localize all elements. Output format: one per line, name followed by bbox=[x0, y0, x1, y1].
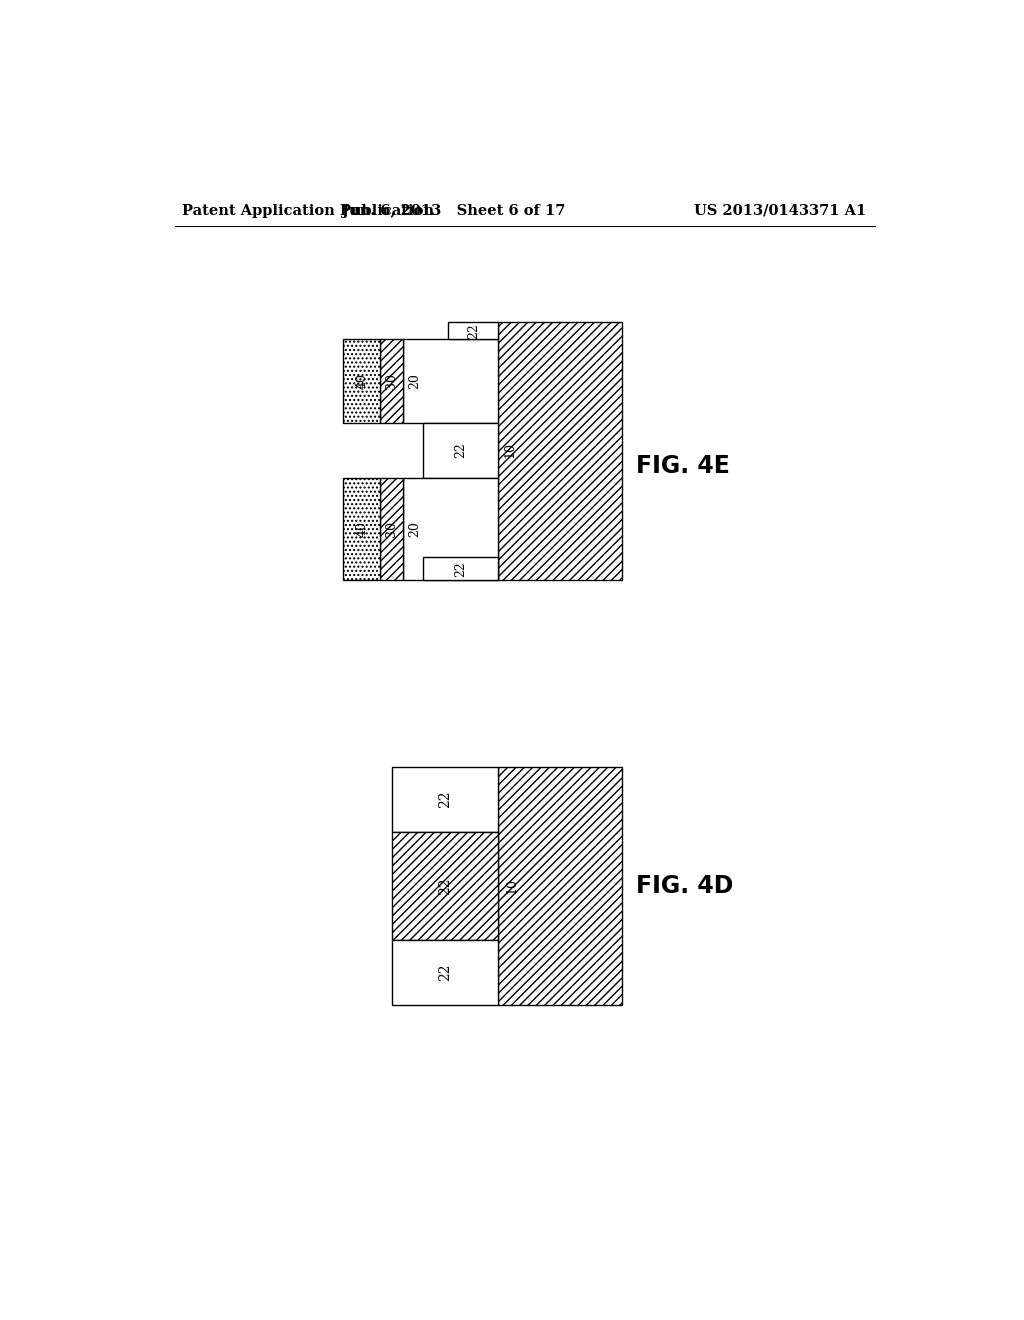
Text: 40: 40 bbox=[355, 521, 369, 537]
Bar bbox=[403, 478, 499, 581]
Text: 10: 10 bbox=[504, 442, 516, 458]
Text: US 2013/0143371 A1: US 2013/0143371 A1 bbox=[693, 203, 866, 218]
Text: 20: 20 bbox=[409, 521, 421, 537]
Bar bbox=[499, 322, 623, 581]
Text: 22: 22 bbox=[454, 442, 467, 458]
Text: 22: 22 bbox=[467, 323, 480, 339]
Text: FIG. 4E: FIG. 4E bbox=[636, 454, 729, 478]
Bar bbox=[380, 339, 403, 422]
Bar bbox=[343, 339, 380, 422]
Bar bbox=[391, 832, 499, 940]
Bar bbox=[391, 767, 499, 832]
Text: 22: 22 bbox=[438, 878, 452, 895]
Text: 22: 22 bbox=[454, 561, 467, 577]
Text: 22: 22 bbox=[438, 964, 452, 982]
Text: 20: 20 bbox=[409, 374, 421, 389]
Text: Jun. 6, 2013   Sheet 6 of 17: Jun. 6, 2013 Sheet 6 of 17 bbox=[342, 203, 565, 218]
Bar bbox=[380, 478, 403, 581]
Text: 10: 10 bbox=[506, 878, 519, 894]
Bar bbox=[423, 422, 499, 478]
Bar bbox=[449, 322, 499, 339]
Text: 30: 30 bbox=[385, 374, 398, 389]
Bar bbox=[391, 940, 499, 1006]
Bar bbox=[343, 478, 380, 581]
Text: Patent Application Publication: Patent Application Publication bbox=[182, 203, 434, 218]
Bar bbox=[403, 339, 499, 422]
Text: 30: 30 bbox=[385, 521, 398, 537]
Text: FIG. 4D: FIG. 4D bbox=[636, 874, 733, 898]
Bar bbox=[499, 767, 623, 1006]
Text: 40: 40 bbox=[355, 374, 369, 389]
Bar bbox=[423, 557, 499, 581]
Text: 22: 22 bbox=[438, 791, 452, 808]
